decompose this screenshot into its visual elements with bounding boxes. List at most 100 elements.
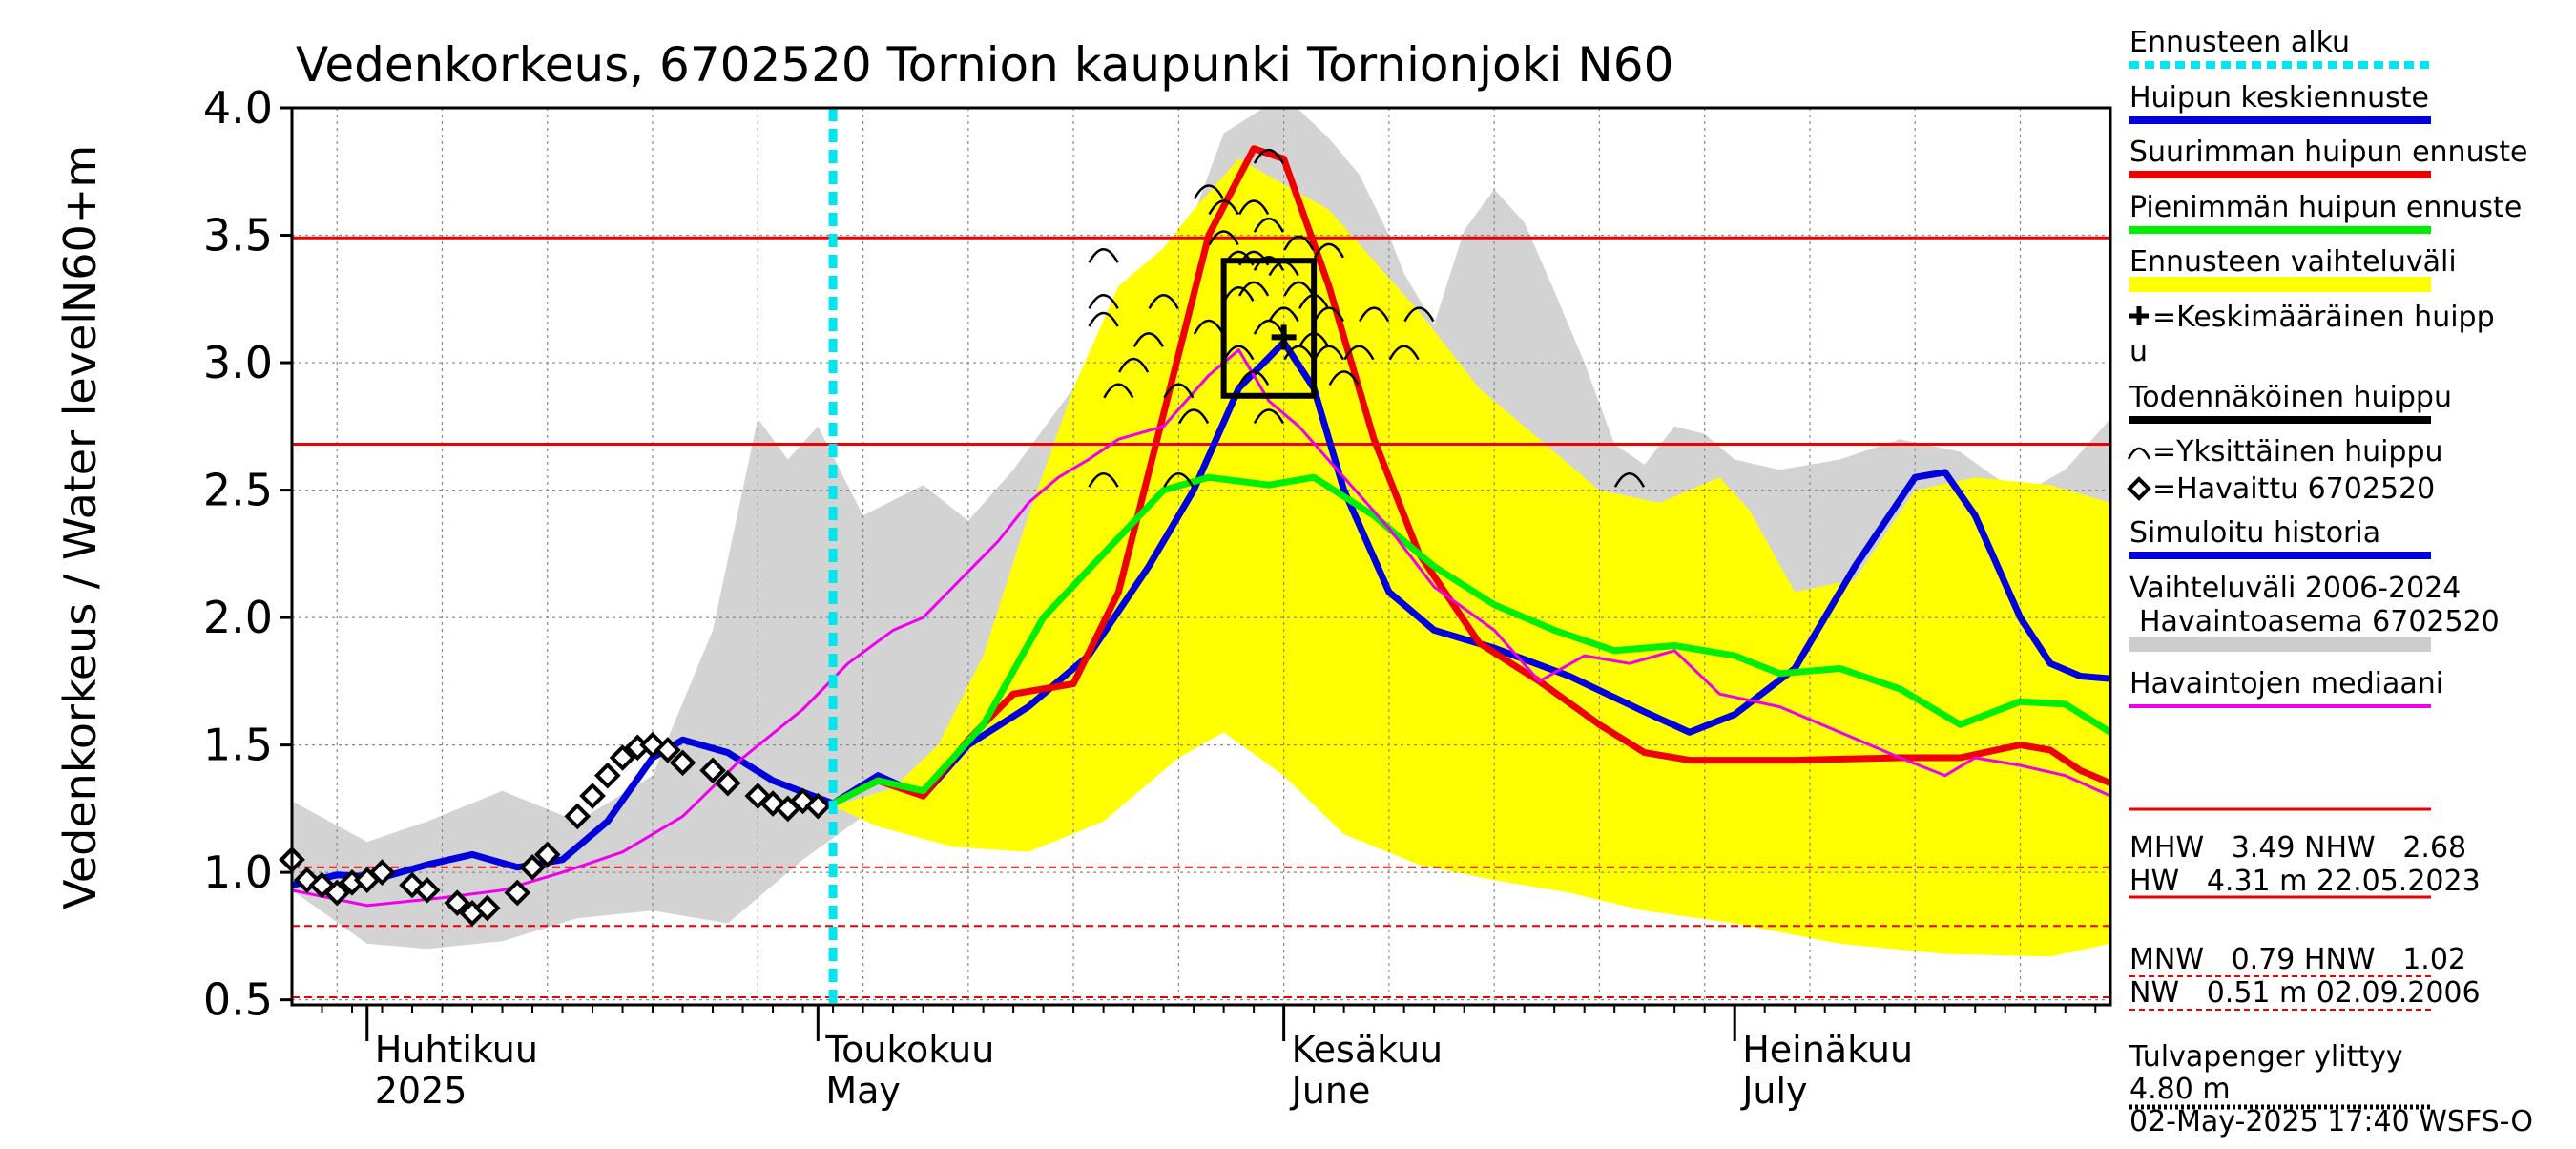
legend: Ennusteen alku Huipun keskiennuste Suurimm… (2127, 26, 2527, 1110)
observed-values (279, 731, 832, 927)
individual-peak-marker (1193, 184, 1224, 200)
legend-label: Ennusteen vaihteluväli (2129, 245, 2457, 279)
individual-peak-marker (1253, 256, 1284, 271)
y-tick-label: 1.0 (203, 846, 273, 898)
y-tick-label: 3.5 (203, 210, 273, 261)
observed-value-marker (413, 877, 441, 904)
observed-value-marker (473, 894, 501, 922)
individual-peak-marker (1208, 230, 1239, 246)
observed-value-marker (368, 859, 396, 886)
series-huipun-keskiennuste (829, 339, 2110, 807)
individual-peak-marker (1088, 311, 1119, 327)
legend-diamond-marker (2127, 476, 2151, 501)
y-axis-unit: N60+m (54, 145, 106, 313)
x-month-label: Toukokuu (824, 1029, 994, 1071)
individual-peak-marker (1163, 383, 1195, 399)
legend-label: Havaintoasema 6702520 (2139, 605, 2500, 638)
plot-frame (290, 106, 2112, 1007)
legend-plus-marker (2129, 306, 2149, 325)
probable-peak-box (1220, 258, 1318, 399)
individual-peak-marker (1403, 306, 1435, 323)
individual-peak-marker (1088, 471, 1119, 488)
observed-value-marker (504, 879, 531, 907)
legend-label: Havaintojen mediaani (2129, 667, 2443, 700)
individual-peak-marker (1313, 345, 1344, 361)
individual-peak-marker (1253, 148, 1284, 164)
stats-line-3: MNW 0.79 HNW 1.02 (2129, 943, 2466, 976)
legend-label: Simuloitu historia (2129, 516, 2380, 550)
individual-peak-marker (1103, 383, 1134, 399)
observed-value-marker (579, 783, 606, 809)
chart-title: Vedenkorkeus, 6702520 Tornion kaupunki T… (296, 37, 1673, 93)
individual-peak-marker (1283, 281, 1315, 297)
stats-line-2: HW 4.31 m 22.05.2023 (2129, 865, 2481, 898)
individual-peak-marker (1238, 370, 1270, 386)
individual-peak-marker (1283, 235, 1315, 251)
individual-peak-marker (1388, 345, 1420, 361)
individual-peak-marker (1253, 408, 1284, 425)
x-month-label-en: 2025 (375, 1070, 467, 1112)
observed-value-marker (323, 879, 351, 907)
individual-peak-marker (1132, 332, 1164, 347)
observed-value-marker (564, 803, 592, 830)
x-month-label-en: June (1290, 1070, 1371, 1112)
timestamp: 02-May-2025 17:40 WSFS-O (2129, 1105, 2533, 1139)
y-axis-title: Vedenkorkeus / Water level (54, 312, 106, 909)
mean-peak-marker (1271, 324, 1297, 350)
y-tick-label: 1.5 (203, 720, 273, 771)
series-lines (292, 145, 2110, 908)
y-tick-label: 3.0 (203, 337, 273, 388)
observed-value-marker (533, 841, 561, 868)
stats-line-4: NW 0.51 m 02.09.2006 (2129, 976, 2481, 1010)
legend-label: =Havaittu 6702520 (2152, 472, 2435, 506)
legend-label: Vaihteluväli 2006-2024 (2129, 572, 2461, 605)
individual-peak-marker (1238, 281, 1270, 297)
series-pienimm-n-huipun-ennuste (829, 473, 2110, 807)
y-tick-label: 2.0 (203, 592, 273, 643)
individual-peak-marker (1268, 306, 1299, 323)
individual-peak-marker (1313, 306, 1344, 323)
individual-peak-marker (1238, 199, 1270, 216)
y-tick-label: 0.5 (203, 974, 273, 1026)
observed-value-marker (444, 889, 471, 917)
legend-label: Suurimman huipun ennuste (2129, 136, 2527, 169)
probable-peak (1220, 258, 1318, 399)
individual-peak-marker (1148, 294, 1179, 309)
individual-peak-marker (1163, 471, 1195, 488)
individual-peak-marker (1118, 357, 1150, 373)
legend-label: =Yksittäinen huippu (2152, 435, 2443, 469)
individual-peak-marker (1178, 408, 1210, 425)
legend-label: =Keskimääräinen huipp (2152, 301, 2495, 334)
observed-value-marker (669, 749, 696, 777)
individual-peak-marker (1088, 247, 1119, 263)
individual-peak-marker (1223, 286, 1255, 302)
grid (292, 107, 2110, 1005)
x-month-label-en: May (825, 1070, 901, 1112)
observed-value-marker (804, 792, 832, 820)
individual-peak-marker (1088, 294, 1119, 309)
individual-peak-marker (1328, 370, 1360, 386)
x-month-label: Huhtikuu (375, 1029, 538, 1071)
y-tick-label: 2.5 (203, 465, 273, 516)
observed-value-marker (519, 853, 546, 881)
individual-peak-marker (1253, 217, 1284, 233)
observed-value-marker (654, 737, 681, 763)
flood-value: 4.80 m (2129, 1073, 2231, 1106)
individual-peak-marker (1343, 345, 1375, 361)
x-month-label: Heinäkuu (1742, 1029, 1913, 1071)
y-tick-label: 4.0 (203, 82, 273, 134)
series-suurimman-huipun-ennuste (829, 145, 2110, 807)
observed-value-marker (699, 757, 726, 784)
legend-arc-marker (2127, 447, 2151, 460)
observed-value-marker (593, 762, 621, 789)
legend-label: Todennäköinen huippu (2129, 381, 2452, 414)
individual-peak-marker (1208, 199, 1239, 216)
legend-label: Huipun keskiennuste (2129, 81, 2429, 115)
observed-value-marker (609, 744, 636, 771)
individual-peak-marker (1313, 242, 1344, 259)
individual-peak-marker (1193, 319, 1224, 335)
legend-label: Ennusteen alku (2129, 26, 2350, 59)
